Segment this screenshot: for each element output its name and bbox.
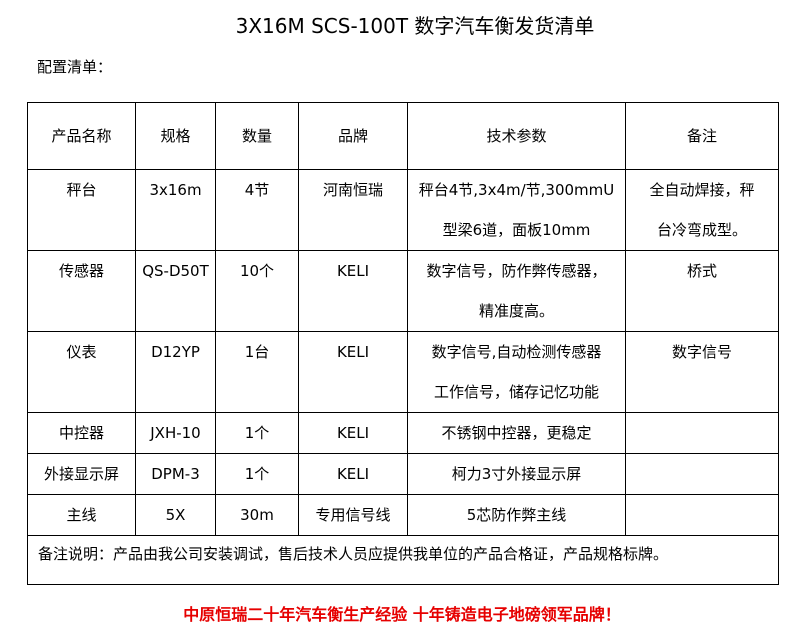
tech-params-cell: 不锈钢中控器，更稳定 <box>407 412 626 454</box>
cell-line: 不锈钢中控器，更稳定 <box>441 424 592 442</box>
cell-line: 数字信号,自动检测传感器 <box>431 343 602 361</box>
remark-cell <box>625 494 779 536</box>
cell-line: 柯力3寸外接显示屏 <box>451 465 582 483</box>
cell-line: 台冷弯成型。 <box>656 221 747 239</box>
header-cell: 规格 <box>135 102 216 170</box>
cell-line: 全自动焊接，秤 <box>649 181 755 199</box>
tech-params-cell: 5芯防作弊主线 <box>407 494 626 536</box>
quantity-cell: 1个 <box>215 453 299 495</box>
brand-cell: KELI <box>298 412 408 454</box>
quantity-cell: 10个 <box>215 250 299 332</box>
table-row: 主线 5X 30m 专用信号线 5芯防作弊主线 <box>27 494 779 536</box>
table-row: 中控器 JXH-10 1个 KELI 不锈钢中控器，更稳定 <box>27 412 779 454</box>
cell-line: 型梁6道，面板10mm <box>442 221 591 239</box>
product-name-cell: 主线 <box>27 494 136 536</box>
quantity-cell: 1个 <box>215 412 299 454</box>
product-name-cell: 秤台 <box>27 169 136 251</box>
note-text: 备注说明：产品由我公司安装调试，售后技术人员应提供我单位的产品合格证，产品规格标… <box>27 535 779 585</box>
cell-line: 桥式 <box>686 262 717 280</box>
product-name-cell: 外接显示屏 <box>27 453 136 495</box>
page-title: 3X16M SCS-100T 数字汽车衡发货清单 <box>235 14 595 38</box>
tech-params-cell: 秤台4节,3x4m/节,300mmU 型梁6道，面板10mm <box>407 169 626 251</box>
quantity-cell: 4节 <box>215 169 299 251</box>
cell-line: 精准度高。 <box>478 302 554 320</box>
product-name-cell: 传感器 <box>27 250 136 332</box>
brand-cell: 专用信号线 <box>298 494 408 536</box>
product-name-cell: 仪表 <box>27 331 136 413</box>
spec-cell: DPM-3 <box>135 453 216 495</box>
spec-cell: JXH-10 <box>135 412 216 454</box>
spec-cell: D12YP <box>135 331 216 413</box>
cell-line: 5芯防作弊主线 <box>466 506 567 524</box>
brand-cell: KELI <box>298 250 408 332</box>
remark-cell: 全自动焊接，秤 台冷弯成型。 <box>625 169 779 251</box>
table-row: 外接显示屏 DPM-3 1个 KELI 柯力3寸外接显示屏 <box>27 453 779 495</box>
product-name-cell: 中控器 <box>27 412 136 454</box>
shipping-list-table: 产品名称 规格 数量 品牌 技术参数 备注 秤台 3x16m 4节 河南恒瑞 秤台4节,… <box>27 102 779 585</box>
cell-line: 秤台4节,3x4m/节,300mmU <box>418 181 615 199</box>
header-cell: 技术参数 <box>407 102 626 170</box>
brand-cell: KELI <box>298 331 408 413</box>
spec-cell: 5X <box>135 494 216 536</box>
quantity-cell: 30m <box>215 494 299 536</box>
tech-params-cell: 柯力3寸外接显示屏 <box>407 453 626 495</box>
spec-cell: 3x16m <box>135 169 216 251</box>
header-cell: 备注 <box>625 102 779 170</box>
remark-cell <box>625 412 779 454</box>
remark-cell: 数字信号 <box>625 331 779 413</box>
header-cell: 品牌 <box>298 102 408 170</box>
tech-params-cell: 数字信号,自动检测传感器 工作信号，储存记忆功能 <box>407 331 626 413</box>
remark-cell: 桥式 <box>625 250 779 332</box>
header-cell: 产品名称 <box>27 102 136 170</box>
section-label: 配置清单： <box>37 58 113 76</box>
cell-line: 数字信号，防作弊传感器， <box>426 262 607 280</box>
brand-cell: KELI <box>298 453 408 495</box>
cell-line: 数字信号 <box>671 343 732 361</box>
tech-params-cell: 数字信号，防作弊传感器， 精准度高。 <box>407 250 626 332</box>
spec-cell: QS-D50T <box>135 250 216 332</box>
slogan: 中原恒瑞二十年汽车衡生产经验 十年铸造电子地磅领军品牌！ <box>183 605 621 624</box>
table-row: 传感器 QS-D50T 10个 KELI 数字信号，防作弊传感器， 精准度高。 桥式 <box>27 250 779 332</box>
table-header-row: 产品名称 规格 数量 品牌 技术参数 备注 <box>27 102 779 170</box>
table-row: 秤台 3x16m 4节 河南恒瑞 秤台4节,3x4m/节,300mmU 型梁6道，面板10… <box>27 169 779 251</box>
note-row: 备注说明：产品由我公司安装调试，售后技术人员应提供我单位的产品合格证，产品规格标… <box>27 535 779 585</box>
table-row: 仪表 D12YP 1台 KELI 数字信号,自动检测传感器 工作信号，储存记忆功能 数字信号 <box>27 331 779 413</box>
header-cell: 数量 <box>215 102 299 170</box>
remark-cell <box>625 453 779 495</box>
brand-cell: 河南恒瑞 <box>298 169 408 251</box>
cell-line: 工作信号，储存记忆功能 <box>433 383 599 401</box>
quantity-cell: 1台 <box>215 331 299 413</box>
